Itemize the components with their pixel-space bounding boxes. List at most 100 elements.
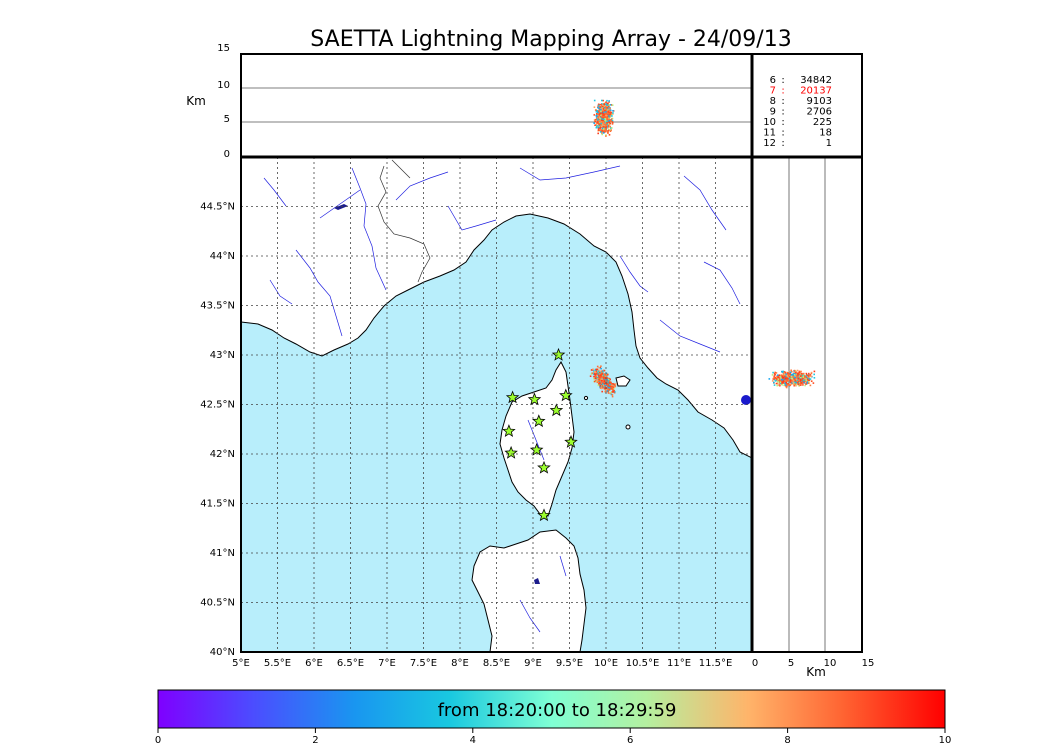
lightning-source-point — [598, 108, 601, 111]
lightning-source-point — [778, 374, 781, 376]
lightning-source-point — [608, 113, 610, 116]
lightning-source-point — [610, 113, 613, 116]
lightning-source-point — [601, 133, 603, 136]
lightning-source-point — [609, 125, 611, 128]
longitude-tick-label: 5°E — [232, 658, 250, 669]
lightning-source-point — [775, 372, 778, 374]
lightning-source-point — [785, 379, 787, 381]
lightning-source-point — [600, 382, 603, 384]
lightning-source-point — [609, 104, 612, 106]
lightning-source-point — [773, 372, 776, 375]
small-island — [625, 424, 631, 430]
lightning-source-point — [612, 391, 615, 393]
lightning-source-point — [608, 385, 611, 388]
lightning-source-point — [605, 103, 607, 106]
lightning-source-point — [606, 103, 608, 106]
side-x-tick-label: 5 — [788, 658, 794, 669]
lightning-source-point — [607, 386, 610, 389]
longitude-tick-label: 10.5°E — [626, 658, 660, 669]
altitude-unit-label: Km — [186, 94, 206, 108]
lightning-source-point — [775, 377, 778, 380]
lightning-source-point — [786, 377, 789, 379]
lightning-source-point — [603, 126, 605, 129]
lightning-source-point — [594, 120, 597, 123]
stat-separator: : — [781, 138, 784, 149]
stat-value: 18 — [819, 128, 832, 139]
lightning-source-point — [608, 112, 610, 115]
lightning-source-point — [601, 107, 603, 110]
longitude-tick-label: 6°E — [305, 658, 323, 669]
lightning-source-point — [601, 110, 603, 112]
lightning-source-point — [772, 376, 775, 378]
lightning-source-point — [604, 390, 607, 393]
lightning-source-point — [606, 99, 608, 102]
lightning-source-point — [604, 380, 606, 383]
lightning-source-point — [611, 104, 614, 106]
latitude-tick-label: 41°N — [210, 548, 235, 559]
altitude-tick-label: 15 — [217, 43, 230, 54]
lightning-source-point — [604, 383, 607, 385]
lightning-source-point — [597, 111, 599, 114]
lightning-source-point — [772, 378, 775, 380]
lightning-source-point — [793, 371, 795, 374]
lightning-source-point — [804, 384, 806, 387]
altitude-density-plot — [593, 99, 615, 137]
lightning-source-point — [793, 378, 795, 380]
lightning-source-point — [773, 375, 776, 378]
lightning-source-point — [600, 110, 602, 113]
lightning-source-point — [590, 373, 593, 375]
lightning-source-point — [609, 378, 611, 380]
lightning-source-point — [598, 114, 600, 117]
lightning-source-point — [786, 374, 788, 377]
lightning-source-point — [594, 124, 596, 126]
lightning-source-point — [607, 118, 610, 121]
lightning-source-point — [600, 125, 603, 128]
lightning-source-point — [605, 114, 608, 117]
lightning-source-point — [608, 389, 610, 391]
longitude-tick-label: 6.5°E — [337, 658, 364, 669]
lightning-source-point — [805, 378, 808, 380]
lightning-source-point — [798, 370, 801, 373]
lightning-source-point — [778, 380, 780, 382]
lightning-source-point — [606, 107, 609, 109]
lightning-source-point — [807, 381, 810, 383]
stat-label: 10 — [763, 117, 776, 128]
lightning-source-point — [788, 384, 791, 386]
altitude-tick-label: 5 — [224, 114, 230, 125]
lake — [334, 204, 348, 210]
latitude-tick-labels: 40°N 40.5°N 41°N 41.5°N 42°N 42.5°N 43°N 43.5°N… — [200, 202, 235, 659]
lightning-source-point — [773, 378, 776, 381]
station-marker — [537, 460, 551, 474]
lightning-source-point — [774, 380, 777, 382]
lightning-source-point — [598, 107, 600, 110]
lightning-source-point — [788, 385, 791, 387]
lightning-source-point — [810, 380, 813, 382]
lightning-source-point — [603, 119, 605, 122]
lightning-source-point — [603, 126, 605, 128]
colorbar-tick-label: 4 — [470, 735, 476, 746]
colorbar-tick-label: 10 — [939, 735, 952, 746]
lightning-source-point — [609, 106, 611, 109]
lightning-source-point — [603, 113, 606, 115]
lightning-source-point — [788, 377, 791, 380]
lightning-source-point — [805, 375, 808, 377]
lightning-source-point — [601, 106, 604, 109]
longitude-tick-label: 8°E — [451, 658, 469, 669]
lightning-source-point — [777, 382, 779, 385]
lightning-source-point — [609, 130, 612, 132]
lightning-source-point — [599, 130, 602, 132]
latitude-tick-label: 40°N — [210, 647, 235, 658]
lightning-source-point — [785, 385, 787, 388]
lightning-source-point — [594, 373, 597, 376]
lightning-source-point — [810, 375, 813, 378]
page-title: SAETTA Lightning Mapping Array - 24/09/1… — [310, 27, 791, 52]
lightning-source-point — [805, 376, 807, 379]
lightning-source-point — [807, 375, 810, 378]
lightning-source-point — [598, 104, 600, 107]
lightning-source-point — [607, 103, 609, 105]
lightning-source-point — [773, 377, 776, 380]
lightning-source-point — [783, 378, 786, 381]
lightning-source-point — [602, 114, 605, 116]
lightning-source-point — [781, 384, 783, 386]
stations — [502, 347, 578, 522]
